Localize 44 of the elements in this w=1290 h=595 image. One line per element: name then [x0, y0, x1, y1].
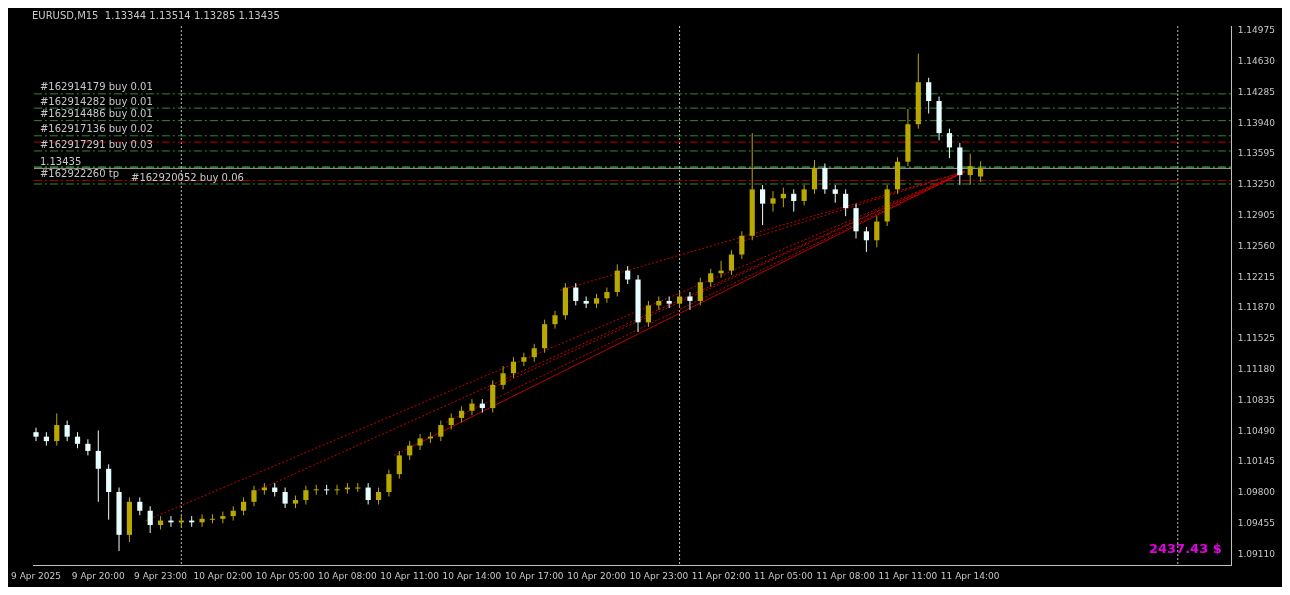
- annotation: 2437.43 $: [1148, 541, 1222, 557]
- x-tick-label: 10 Apr 02:00: [193, 570, 253, 581]
- y-tick-label: 1.10835: [1237, 394, 1275, 405]
- x-tick-label: 10 Apr 11:00: [380, 570, 440, 581]
- x-tick-label: 9 Apr 2025: [11, 570, 61, 581]
- y-tick-label: 1.13940: [1237, 117, 1276, 128]
- y-tick-label: 1.14975: [1237, 25, 1275, 36]
- x-tick-label: 10 Apr 17:00: [504, 570, 564, 581]
- x-tick-label: 11 Apr 11:00: [878, 570, 938, 581]
- x-tick-label: 9 Apr 20:00: [71, 570, 126, 581]
- x-tick-label: 11 Apr 02:00: [691, 570, 751, 581]
- x-tick-label: 10 Apr 05:00: [255, 570, 315, 581]
- y-tick-label: 1.12905: [1237, 210, 1275, 221]
- y-tick-label: 1.13595: [1237, 148, 1275, 159]
- x-tick-label: 10 Apr 23:00: [629, 570, 689, 581]
- y-tick-label: 1.11180: [1237, 364, 1276, 375]
- x-tick-label: 10 Apr 08:00: [318, 570, 378, 581]
- x-tick-label: 10 Apr 14:00: [442, 570, 502, 581]
- x-tick-label: 10 Apr 20:00: [567, 570, 627, 581]
- ref-line-label: #162914486 buy 0.01: [39, 108, 153, 120]
- y-tick-label: 1.14285: [1237, 86, 1275, 97]
- y-tick-label: 1.09455: [1237, 518, 1275, 529]
- x-tick-label: 9 Apr 23:00: [134, 570, 188, 581]
- ref-line-label: #162917136 buy 0.02: [39, 123, 153, 135]
- y-tick-label: 1.09800: [1237, 487, 1276, 498]
- y-tick-label: 1.13250: [1237, 179, 1276, 190]
- y-tick-label: 1.11870: [1237, 302, 1276, 313]
- ref-line-label: #162922260 tp: [39, 168, 120, 180]
- ref-line-label: #162914282 buy 0.01: [39, 95, 153, 107]
- ref-line-label: #162914179 buy 0.01: [39, 81, 153, 93]
- y-tick-label: 1.14630: [1237, 56, 1276, 67]
- y-tick-label: 1.10490: [1237, 425, 1276, 436]
- x-tick-label: 11 Apr 14:00: [940, 570, 1000, 581]
- chart-title: EURUSD,M15 1.13344 1.13514 1.13285 1.13435: [32, 9, 280, 21]
- ref-line-label: #162920052 buy 0.06: [131, 171, 244, 183]
- x-tick-label: 11 Apr 08:00: [816, 570, 876, 581]
- y-tick-label: 1.12215: [1237, 271, 1275, 282]
- ref-line-label: #162917291 buy 0.03: [39, 138, 153, 150]
- y-tick-label: 1.11525: [1237, 333, 1275, 344]
- ref-line-label: 1.13435: [39, 155, 82, 167]
- y-tick-label: 1.10145: [1237, 456, 1275, 467]
- y-tick-label: 1.09110: [1237, 548, 1276, 559]
- x-tick-label: 11 Apr 05:00: [754, 570, 813, 581]
- y-tick-label: 1.12560: [1237, 240, 1276, 251]
